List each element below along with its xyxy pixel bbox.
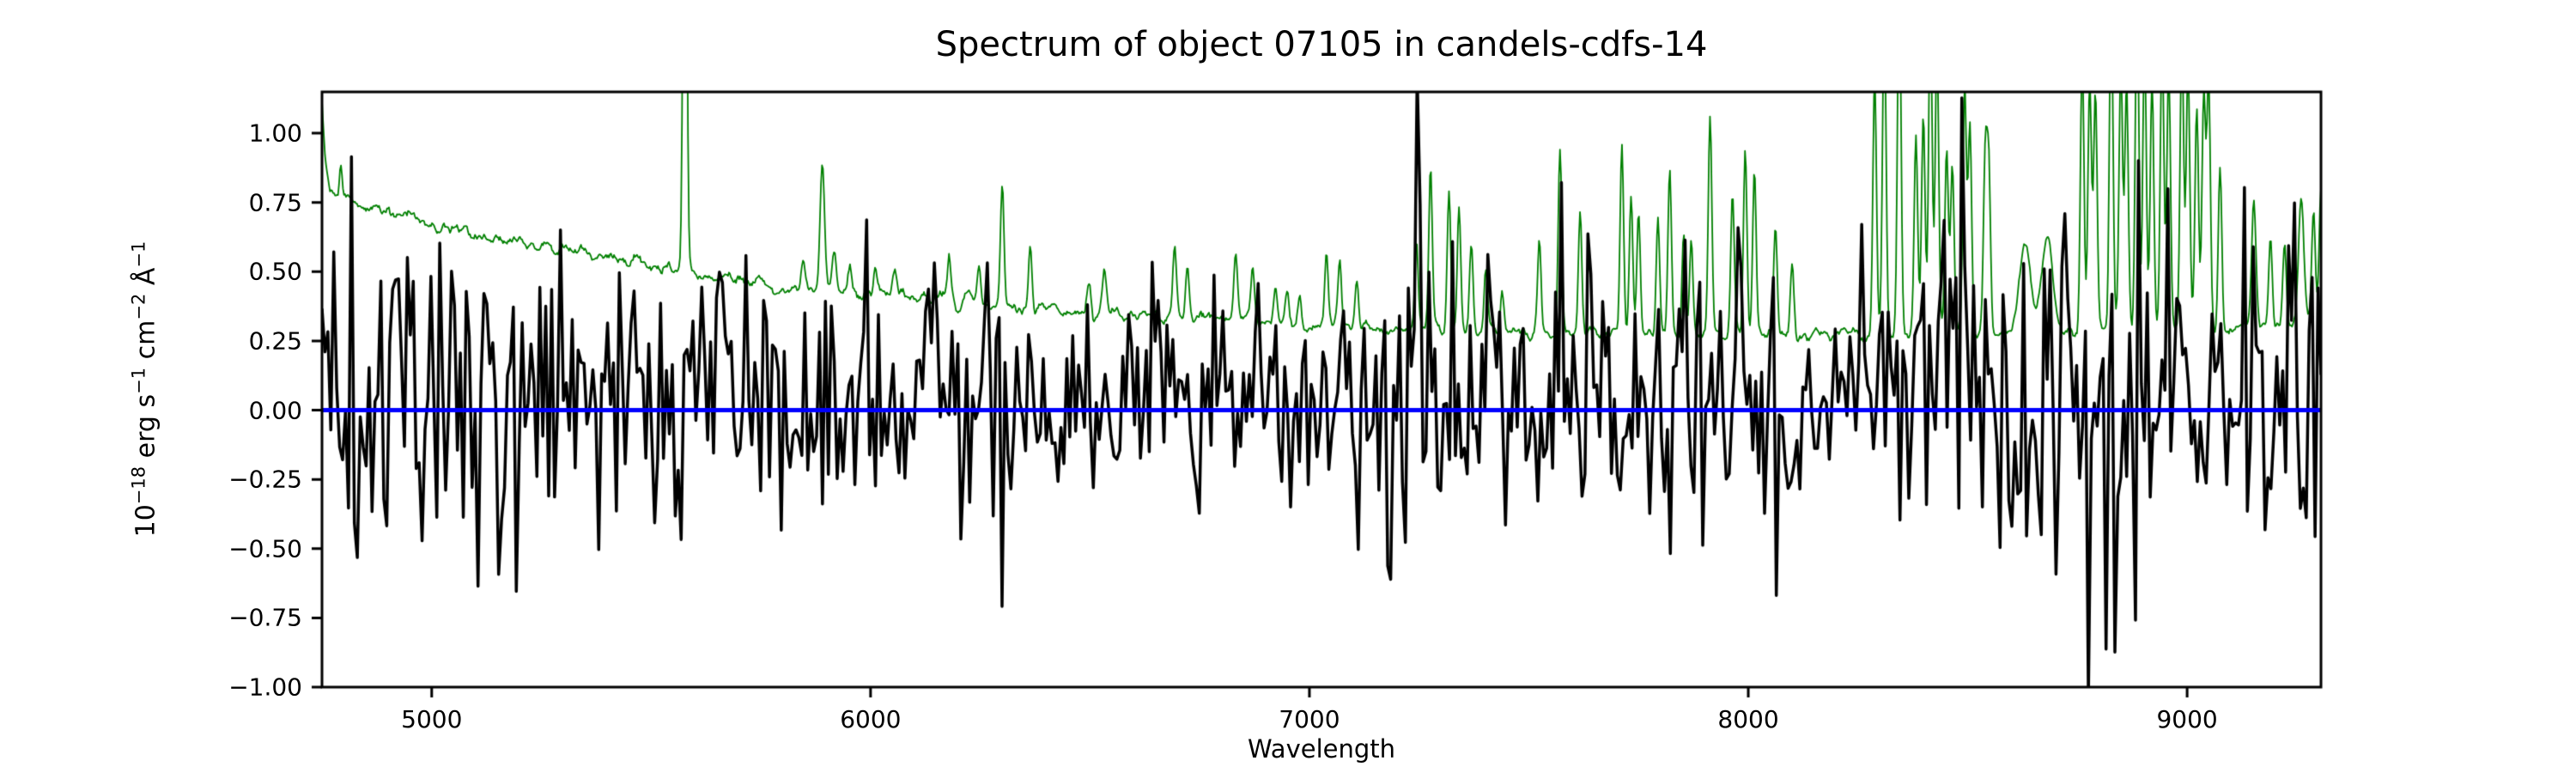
- plot-canvas: [0, 0, 2576, 773]
- spectrum-figure: Spectrum of object 07105 in candels-cdfs…: [0, 0, 2576, 773]
